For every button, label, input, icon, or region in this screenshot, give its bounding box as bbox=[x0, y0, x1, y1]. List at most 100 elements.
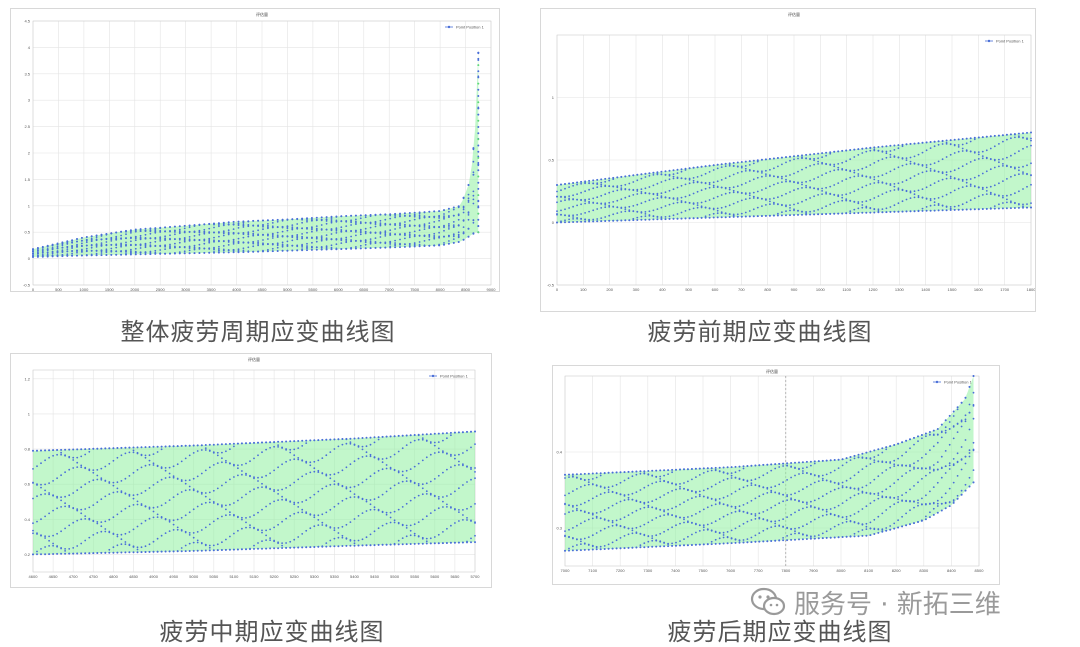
envelope-point bbox=[253, 548, 255, 550]
envelope-point bbox=[877, 211, 879, 213]
data-point bbox=[261, 532, 263, 534]
envelope-point bbox=[306, 217, 308, 219]
data-point bbox=[624, 527, 626, 529]
data-point bbox=[982, 187, 984, 189]
data-point bbox=[970, 161, 972, 163]
data-point bbox=[477, 101, 479, 103]
data-point bbox=[358, 484, 360, 486]
envelope-point bbox=[873, 212, 875, 214]
data-point bbox=[354, 542, 356, 544]
data-point bbox=[474, 503, 476, 505]
data-point bbox=[669, 190, 671, 192]
data-point bbox=[853, 170, 855, 172]
data-point bbox=[72, 492, 74, 494]
data-point bbox=[370, 503, 372, 505]
data-point bbox=[861, 152, 863, 154]
data-point bbox=[84, 540, 86, 542]
envelope-point bbox=[217, 549, 219, 551]
data-point bbox=[929, 468, 931, 470]
data-point bbox=[249, 516, 251, 518]
data-point bbox=[272, 226, 274, 228]
data-point bbox=[68, 548, 70, 550]
data-point bbox=[305, 530, 307, 532]
data-point bbox=[699, 524, 701, 526]
data-point bbox=[233, 239, 235, 241]
data-point bbox=[793, 189, 795, 191]
data-point bbox=[285, 487, 287, 489]
envelope-point bbox=[592, 220, 594, 222]
data-point bbox=[389, 234, 391, 236]
data-point bbox=[576, 214, 578, 216]
envelope-point bbox=[568, 221, 570, 223]
data-point bbox=[953, 438, 955, 440]
data-point bbox=[889, 525, 891, 527]
x-tick-label: 8100 bbox=[864, 568, 874, 573]
data-point bbox=[406, 525, 408, 527]
data-point bbox=[47, 253, 49, 255]
envelope-point bbox=[297, 547, 299, 549]
data-point bbox=[580, 203, 582, 205]
data-point bbox=[233, 249, 235, 251]
x-tick-label: 5450 bbox=[370, 574, 380, 579]
data-point bbox=[849, 200, 851, 202]
data-point bbox=[765, 175, 767, 177]
data-point bbox=[422, 483, 424, 485]
data-point bbox=[1026, 173, 1028, 175]
data-point bbox=[225, 460, 227, 462]
data-point bbox=[643, 524, 645, 526]
data-point bbox=[645, 201, 647, 203]
data-point bbox=[293, 539, 295, 541]
data-point bbox=[313, 514, 315, 516]
data-point bbox=[604, 492, 606, 494]
data-point bbox=[735, 511, 737, 513]
data-point bbox=[245, 494, 247, 496]
data-point bbox=[42, 249, 44, 251]
data-point bbox=[837, 201, 839, 203]
envelope-point bbox=[697, 166, 699, 168]
data-point bbox=[289, 485, 291, 487]
data-point bbox=[115, 251, 117, 253]
data-point bbox=[164, 231, 166, 233]
envelope-point bbox=[349, 438, 351, 440]
data-point bbox=[217, 455, 219, 457]
data-point bbox=[108, 531, 110, 533]
data-point bbox=[857, 173, 859, 175]
data-point bbox=[137, 549, 139, 551]
data-point bbox=[165, 532, 167, 534]
data-point bbox=[96, 532, 98, 534]
data-point bbox=[842, 516, 844, 518]
data-point bbox=[560, 210, 562, 212]
data-point bbox=[384, 233, 386, 235]
data-point bbox=[713, 186, 715, 188]
data-point bbox=[886, 151, 888, 153]
envelope-point bbox=[438, 433, 440, 435]
data-point bbox=[257, 234, 259, 236]
data-point bbox=[289, 449, 291, 451]
envelope-point bbox=[837, 150, 839, 152]
data-point bbox=[88, 451, 90, 453]
data-point bbox=[140, 243, 142, 245]
data-point bbox=[193, 452, 195, 454]
data-point bbox=[301, 445, 303, 447]
data-point bbox=[257, 529, 259, 531]
data-point bbox=[806, 503, 808, 505]
y-tick-label: 0.4 bbox=[24, 517, 30, 522]
envelope-point bbox=[612, 220, 614, 222]
data-point bbox=[470, 479, 472, 481]
data-point bbox=[72, 457, 74, 459]
data-point bbox=[438, 217, 440, 219]
data-point bbox=[802, 488, 804, 490]
data-point bbox=[942, 179, 944, 181]
data-point bbox=[733, 186, 735, 188]
data-point bbox=[825, 163, 827, 165]
data-point bbox=[564, 208, 566, 210]
envelope-point bbox=[620, 220, 622, 222]
data-point bbox=[433, 221, 435, 223]
data-point bbox=[261, 483, 263, 485]
data-point bbox=[813, 164, 815, 166]
data-point bbox=[873, 197, 875, 199]
data-point bbox=[651, 507, 653, 509]
data-point bbox=[265, 530, 267, 532]
data-point bbox=[962, 144, 964, 146]
data-point bbox=[685, 196, 687, 198]
